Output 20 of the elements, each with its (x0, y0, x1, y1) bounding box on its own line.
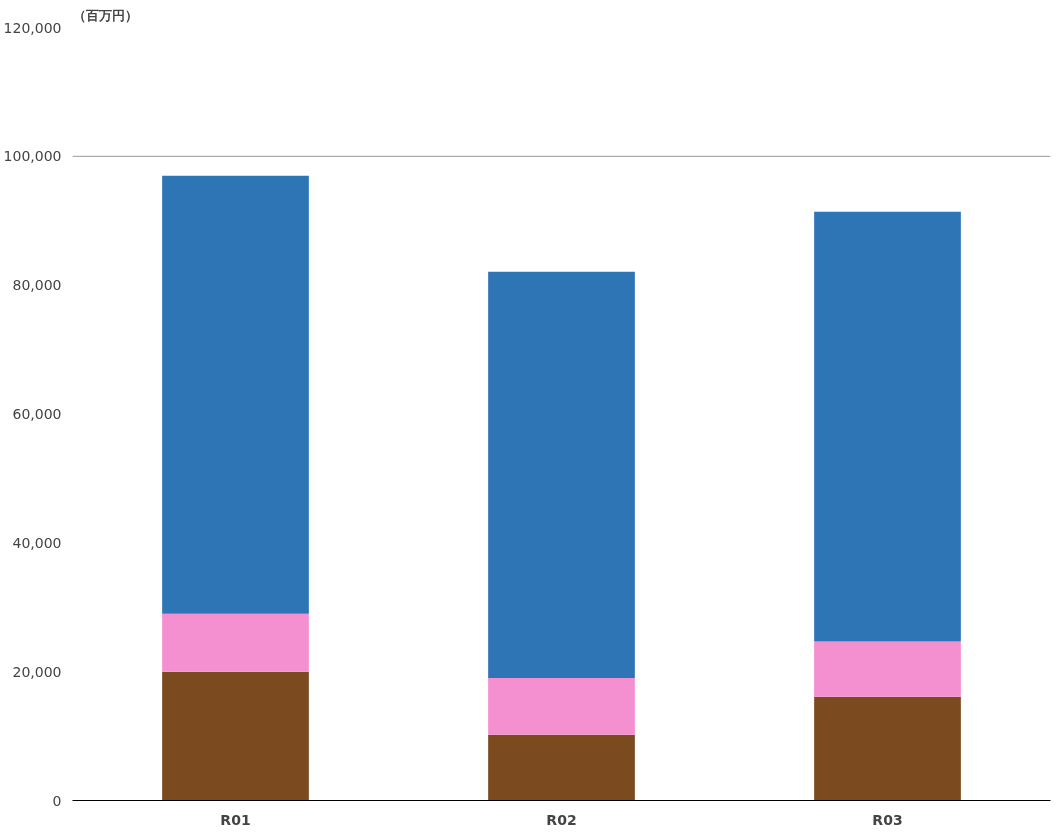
bar (488, 678, 635, 735)
bar (162, 671, 309, 801)
bar (488, 734, 635, 801)
bar (488, 271, 635, 679)
bar (814, 211, 961, 642)
y-tick-label: 0 (52, 792, 62, 809)
y-tick-label: 60,000 (12, 406, 62, 422)
bar (814, 641, 961, 697)
bar (814, 696, 961, 801)
x-tick-label: R01 (220, 811, 251, 828)
x-tick-label: R02 (546, 811, 577, 828)
y-tick-label: 100,000 (3, 148, 62, 165)
y-tick-label: 120,000 (3, 19, 62, 36)
y-tick-label: 80,000 (12, 277, 62, 294)
x-tick-label: R03 (872, 811, 903, 828)
bar (162, 613, 309, 672)
y-tick-label: 40,000 (12, 534, 62, 551)
bar (162, 175, 309, 614)
y-axis-title: （百万円） (72, 7, 138, 23)
y-tick-label: 20,000 (12, 663, 62, 680)
